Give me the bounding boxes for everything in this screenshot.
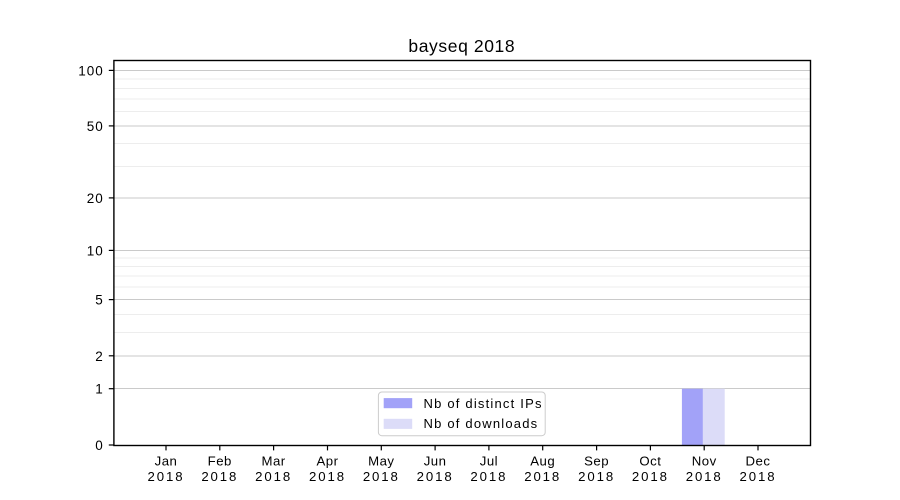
svg-text:Aug: Aug [530,453,555,468]
svg-text:2018: 2018 [417,469,454,484]
svg-text:2018: 2018 [201,469,238,484]
svg-text:Dec: Dec [746,453,771,468]
svg-text:Apr: Apr [316,453,338,468]
svg-text:10: 10 [87,243,104,258]
svg-text:2: 2 [95,349,104,364]
svg-text:2018: 2018 [363,469,400,484]
svg-text:100: 100 [78,63,104,78]
svg-text:20: 20 [87,191,104,206]
svg-text:Nb of distinct IPs: Nb of distinct IPs [424,396,543,411]
svg-text:2018: 2018 [255,469,292,484]
svg-text:2018: 2018 [470,469,507,484]
svg-text:Sep: Sep [584,453,609,468]
svg-text:50: 50 [87,119,104,134]
svg-text:Jun: Jun [424,453,447,468]
svg-text:5: 5 [95,293,104,308]
svg-text:Mar: Mar [261,453,285,468]
svg-text:2018: 2018 [309,469,346,484]
svg-text:0: 0 [95,438,104,453]
svg-text:Oct: Oct [639,453,661,468]
svg-text:Jan: Jan [155,453,178,468]
svg-text:bayseq 2018: bayseq 2018 [408,36,515,56]
svg-text:2018: 2018 [740,469,777,484]
svg-text:1: 1 [95,382,104,397]
svg-text:2018: 2018 [578,469,615,484]
svg-text:2018: 2018 [148,469,185,484]
svg-text:2018: 2018 [632,469,669,484]
svg-text:Nov: Nov [692,453,717,468]
svg-text:Jul: Jul [480,453,498,468]
svg-text:Feb: Feb [208,453,232,468]
svg-text:May: May [368,453,394,468]
svg-text:2018: 2018 [686,469,723,484]
svg-text:2018: 2018 [524,469,561,484]
svg-text:Nb of downloads: Nb of downloads [424,416,539,431]
